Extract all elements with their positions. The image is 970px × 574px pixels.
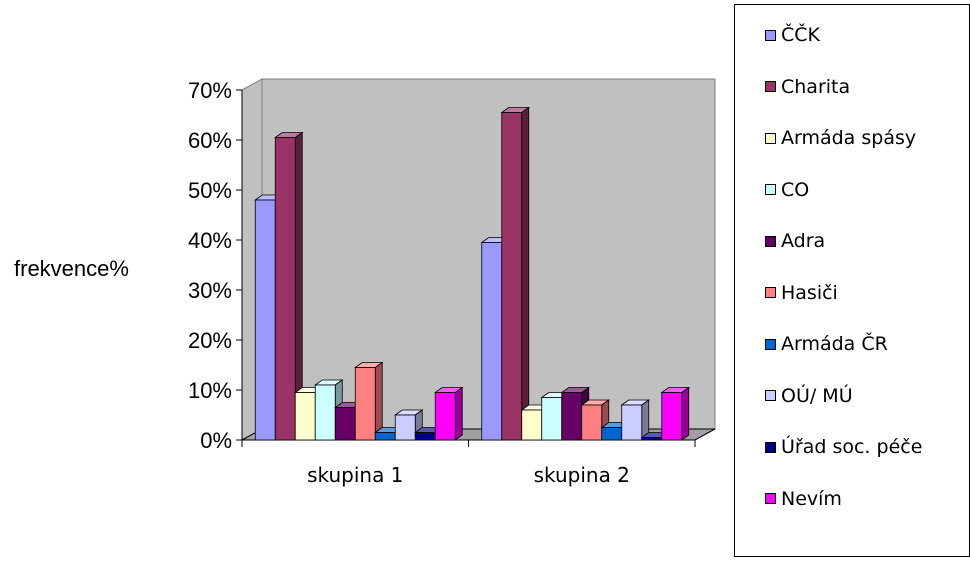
legend-swatch [765, 235, 776, 247]
y-tick-label: 60% [188, 128, 232, 153]
legend-label: OÚ/ MÚ [781, 384, 853, 407]
legend-swatch [765, 338, 776, 350]
legend-item: Armáda spásy [765, 127, 916, 149]
bar [620, 399, 650, 441]
bar [560, 386, 590, 441]
legend-item: Úřad soc. péče [765, 436, 922, 458]
legend-label: Adra [781, 230, 826, 252]
legend-item: Hasiči [765, 282, 838, 304]
legend-item: Armáda ČR [765, 333, 888, 355]
bar [660, 386, 690, 441]
y-axis-label: frekvence% [14, 256, 129, 281]
legend-swatch [765, 29, 776, 41]
legend-label: Armáda ČR [781, 333, 888, 355]
y-tick-label: 10% [188, 378, 232, 403]
bar [354, 361, 384, 441]
y-tick-label: 50% [188, 178, 232, 203]
legend-item: OÚ/ MÚ [765, 385, 853, 407]
chart-walls [241, 78, 716, 441]
y-axis: 0% 10% 20% 30% 40% 50% 60% 70% [188, 78, 243, 453]
legend-label: Nevím [781, 487, 842, 510]
legend-swatch [765, 184, 776, 195]
legend-label: Armáda spásy [781, 127, 917, 149]
legend-label: Charita [781, 75, 851, 98]
bar [500, 106, 530, 441]
legend-swatch [765, 81, 776, 92]
legend-label: CO [781, 178, 810, 201]
legend-swatch [765, 390, 776, 401]
bars [254, 106, 690, 441]
bar [434, 386, 464, 441]
legend-item: CO [765, 179, 809, 201]
x-tick-label: skupina 2 [534, 463, 630, 487]
legend-swatch [765, 132, 776, 144]
y-tick-label: 40% [188, 228, 232, 253]
legend-item: Charita [765, 76, 850, 98]
legend-item: Adra [765, 230, 825, 252]
legend-swatch [765, 441, 776, 453]
x-axis: skupina 1 skupina 2 [241, 439, 696, 487]
y-tick-label: 20% [188, 328, 232, 353]
x-tick-label: skupina 1 [307, 463, 403, 487]
y-tick-label: 30% [188, 278, 232, 303]
legend: ČČK Charita Armáda spásy CO Adra Hasiči Armáda… [734, 4, 970, 557]
legend-swatch [765, 493, 776, 504]
y-tick-label: 70% [188, 78, 232, 103]
y-tick-label: 0% [200, 428, 232, 453]
legend-label: ČČK [781, 24, 820, 46]
legend-item: ČČK [765, 24, 820, 46]
legend-label: Hasiči [781, 281, 838, 304]
legend-swatch [765, 287, 776, 298]
legend-label: Úřad soc. péče [781, 436, 923, 458]
legend-item: Nevím [765, 488, 842, 510]
